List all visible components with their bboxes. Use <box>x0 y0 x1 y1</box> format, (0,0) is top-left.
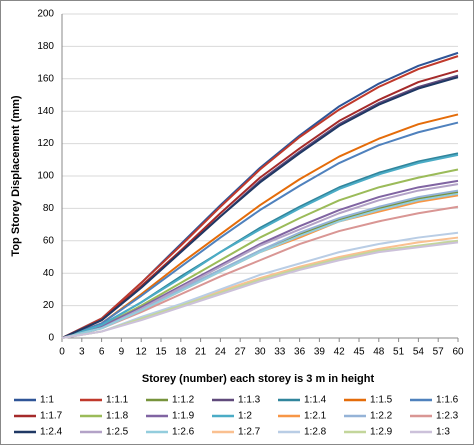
x-tick-label: 18 <box>175 347 187 358</box>
legend-label: 1:2.1 <box>304 411 327 422</box>
y-tick-label: 0 <box>48 333 54 344</box>
legend-label: 1:1 <box>40 395 54 406</box>
x-tick-label: 39 <box>314 347 326 358</box>
x-tick-label: 60 <box>452 347 464 358</box>
legend-label: 1:1.2 <box>172 395 195 406</box>
x-tick-label: 21 <box>195 347 207 358</box>
legend-label: 1:2.3 <box>436 411 459 422</box>
x-tick-label: 51 <box>393 347 405 358</box>
x-tick-label: 0 <box>59 347 65 358</box>
y-tick-label: 100 <box>37 171 54 182</box>
legend-label: 1:1.9 <box>172 411 195 422</box>
legend-label: 1:1.5 <box>370 395 393 406</box>
y-tick-label: 160 <box>37 73 54 84</box>
y-tick-label: 60 <box>43 235 55 246</box>
series-line <box>61 153 459 339</box>
legend-label: 1:1.4 <box>304 395 327 406</box>
legend-label: 1:2.4 <box>40 427 63 438</box>
legend-label: 1:3 <box>436 427 450 438</box>
y-tick-label: 40 <box>43 268 55 279</box>
x-tick-label: 24 <box>215 347 227 358</box>
x-tick-label: 33 <box>274 347 286 358</box>
legend-label: 1:1.8 <box>106 411 129 422</box>
x-tick-label: 9 <box>119 347 125 358</box>
legend-label: 1:2.6 <box>172 427 195 438</box>
y-tick-label: 200 <box>37 9 54 20</box>
legend-label: 1:2.5 <box>106 427 129 438</box>
legend-label: 1:1.3 <box>238 395 261 406</box>
x-tick-label: 12 <box>136 347 148 358</box>
series-line <box>61 179 459 339</box>
x-tick-label: 6 <box>99 347 105 358</box>
legend-label: 1:2.8 <box>304 427 327 438</box>
x-tick-label: 36 <box>294 347 306 358</box>
series-line <box>61 121 459 339</box>
x-tick-label: 3 <box>79 347 85 358</box>
y-tick-label: 180 <box>37 41 54 52</box>
legend-label: 1:1.7 <box>40 411 63 422</box>
x-tick-label: 15 <box>155 347 167 358</box>
x-tick-label: 45 <box>353 347 365 358</box>
series-line <box>61 55 459 339</box>
legend-label: 1:1.1 <box>106 395 129 406</box>
y-axis-title: Top Storey Displacement (mm) <box>10 95 22 256</box>
series-line <box>61 241 459 339</box>
x-tick-label: 42 <box>334 347 346 358</box>
series-line <box>61 76 459 339</box>
x-tick-label: 27 <box>235 347 247 358</box>
series-line <box>61 192 459 339</box>
y-tick-label: 20 <box>43 300 55 311</box>
legend-label: 1:2.9 <box>370 427 393 438</box>
y-tick-label: 140 <box>37 106 54 117</box>
x-axis-title: Storey (number) each storey is 3 m in he… <box>142 373 375 385</box>
x-tick-label: 48 <box>373 347 385 358</box>
y-tick-label: 80 <box>43 203 55 214</box>
x-tick-label: 54 <box>413 347 425 358</box>
legend-label: 1:2.7 <box>238 427 261 438</box>
y-tick-label: 120 <box>37 138 54 149</box>
x-tick-label: 30 <box>254 347 266 358</box>
legend-label: 1:1.6 <box>436 395 459 406</box>
legend-label: 1:2.2 <box>370 411 393 422</box>
x-tick-label: 57 <box>433 347 445 358</box>
legend-label: 1:2 <box>238 411 252 422</box>
series-line <box>61 239 459 339</box>
series-line <box>61 231 459 339</box>
